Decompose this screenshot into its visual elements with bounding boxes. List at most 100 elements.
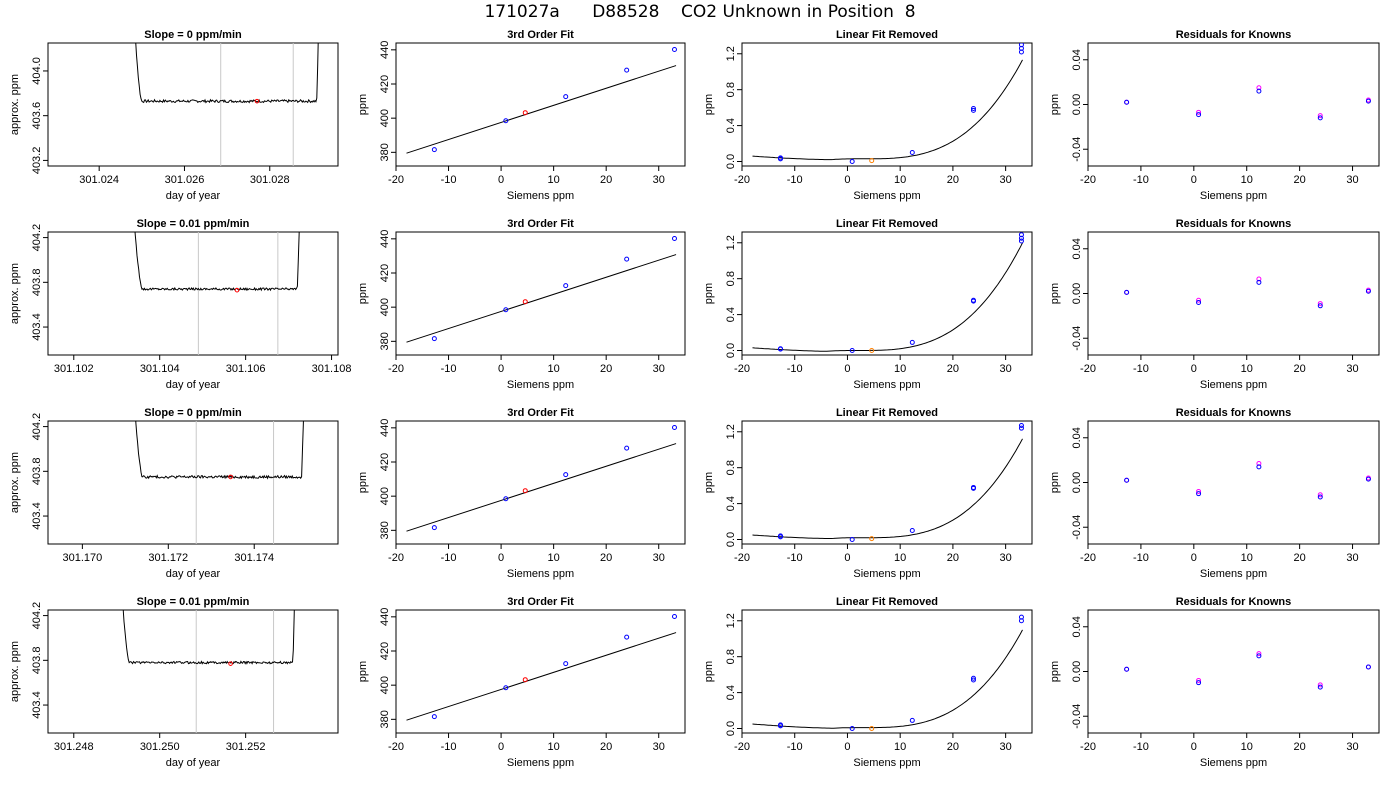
x-tick-label: 30 xyxy=(1346,741,1358,753)
x-tick-label: 0 xyxy=(498,363,504,375)
x-tick-label: -20 xyxy=(388,741,404,753)
residual-point-b xyxy=(1317,684,1323,690)
y-axis-label: ppm xyxy=(357,94,369,115)
page-title: 171027a D88528 CO2 Unknown in Position 8 xyxy=(484,2,916,22)
known-point xyxy=(777,156,783,162)
plot-frame xyxy=(47,420,339,545)
y-tick-label: 380 xyxy=(379,332,391,350)
chart-panel-1-linear_removed: Linear Fit Removed -20 -10 0 10 20 30 0.0 0.4 0.8… xyxy=(703,218,1033,391)
y-tick-label: 440 xyxy=(379,608,391,626)
mean-point xyxy=(228,661,233,666)
x-tick-label: 20 xyxy=(947,363,959,375)
x-tick-label: 20 xyxy=(1294,174,1306,186)
y-tick-label: 420 xyxy=(379,642,391,660)
y-tick-label: 0.04 xyxy=(1071,238,1083,259)
plot-frame xyxy=(395,42,686,167)
residual-point-b xyxy=(1317,115,1323,121)
residual-point-b xyxy=(1365,476,1371,482)
y-tick-label: 1.2 xyxy=(725,613,737,628)
y-tick-label: 1.2 xyxy=(725,46,737,61)
x-tick-label: 10 xyxy=(894,741,906,753)
chart-panel-3-cubic: 3rd Order Fit -20 -10 0 10 20 30 380 400 420 440 Si… xyxy=(357,596,686,769)
x-tick-label: -20 xyxy=(388,552,404,564)
known-point xyxy=(970,107,976,113)
x-axis-label: Siemens ppm xyxy=(853,757,920,769)
known-point xyxy=(563,283,569,289)
fit-line xyxy=(406,254,677,343)
plot-frame xyxy=(47,42,339,167)
plot-area xyxy=(406,235,677,343)
panel-title: Linear Fit Removed xyxy=(836,218,938,230)
chart-panel-1-cubic: 3rd Order Fit -20 -10 0 10 20 30 380 400 420 440 Si… xyxy=(357,218,686,391)
y-tick-label: 403.8 xyxy=(31,269,43,297)
residual-point-b xyxy=(1124,477,1130,483)
trace-line xyxy=(122,610,295,665)
chart-panel-2-linear_removed: Linear Fit Removed -20 -10 0 10 20 30 0.0 0.4 0.8… xyxy=(703,407,1033,580)
chart-panel-2-cubic: 3rd Order Fit -20 -10 0 10 20 30 380 400 420 440 Si… xyxy=(357,407,686,580)
known-point xyxy=(1018,425,1024,431)
plot-frame xyxy=(741,42,1033,167)
x-tick-label: -10 xyxy=(787,363,803,375)
x-axis-label: day of year xyxy=(166,568,221,580)
trace-line xyxy=(135,421,304,480)
x-tick-label: 0 xyxy=(844,552,850,564)
x-tick-label: 301.104 xyxy=(140,363,180,375)
y-tick-label: 0.04 xyxy=(1071,49,1083,70)
x-tick-label: 301.028 xyxy=(250,174,290,186)
panel-title: Slope = 0.01 ppm/min xyxy=(137,218,250,230)
chart-panel-0-trace: Slope = 0 ppm/min 301.024 301.026 301.028 40… xyxy=(9,29,339,202)
known-point xyxy=(431,147,437,153)
residual-point-a xyxy=(1196,488,1202,494)
known-point xyxy=(909,150,915,156)
known-point xyxy=(671,46,677,52)
y-axis-label: ppm xyxy=(1049,472,1061,493)
x-tick-label: 20 xyxy=(1294,741,1306,753)
plot-frame xyxy=(1087,42,1380,167)
x-tick-label: 10 xyxy=(548,552,560,564)
x-axis-label: day of year xyxy=(166,757,221,769)
chart-panel-0-linear_removed: Linear Fit Removed -20 -10 0 10 20 30 0.0 0.4 0.8… xyxy=(703,29,1033,202)
x-axis-label: Siemens ppm xyxy=(507,190,574,202)
x-tick-label: -20 xyxy=(1080,552,1096,564)
x-tick-label: 10 xyxy=(894,174,906,186)
plot-area xyxy=(752,232,1024,354)
plot-frame xyxy=(741,231,1033,356)
panel-title: Linear Fit Removed xyxy=(836,596,938,608)
known-point xyxy=(624,634,630,640)
y-tick-label: 404.2 xyxy=(31,413,43,441)
trace-line xyxy=(135,43,319,104)
y-tick-label: -0.04 xyxy=(1071,137,1083,162)
residual-point-b xyxy=(1196,112,1202,118)
panel-title: Linear Fit Removed xyxy=(836,29,938,41)
plot-frame xyxy=(1087,609,1380,734)
x-tick-label: 0 xyxy=(498,741,504,753)
x-tick-label: 20 xyxy=(600,552,612,564)
known-point xyxy=(849,726,855,732)
residual-point-a xyxy=(1196,297,1202,303)
y-tick-label: 404.2 xyxy=(31,602,43,630)
plot-area xyxy=(406,424,677,532)
residual-point-a xyxy=(1317,113,1323,119)
x-tick-label: 10 xyxy=(894,363,906,375)
residual-point-b xyxy=(1256,653,1262,659)
known-point xyxy=(777,723,783,729)
y-axis-label: ppm xyxy=(357,283,369,304)
known-point xyxy=(1018,238,1024,244)
plot-area xyxy=(406,613,677,721)
residual-point-b xyxy=(1196,491,1202,497)
residual-point-b xyxy=(1124,666,1130,672)
x-tick-label: -10 xyxy=(787,741,803,753)
plot-area xyxy=(135,43,319,166)
y-axis-label: ppm xyxy=(1049,283,1061,304)
plot-area xyxy=(1124,85,1371,121)
panel-title: Residuals for Knowns xyxy=(1176,218,1292,230)
y-tick-label: 380 xyxy=(379,710,391,728)
residual-point-a xyxy=(1256,85,1262,91)
known-point xyxy=(624,67,630,73)
x-tick-label: -10 xyxy=(787,552,803,564)
y-tick-label: 0.4 xyxy=(725,307,737,322)
residual-point-b xyxy=(1365,288,1371,294)
x-tick-label: -20 xyxy=(734,174,750,186)
y-axis-label: approx. ppm xyxy=(9,641,21,702)
